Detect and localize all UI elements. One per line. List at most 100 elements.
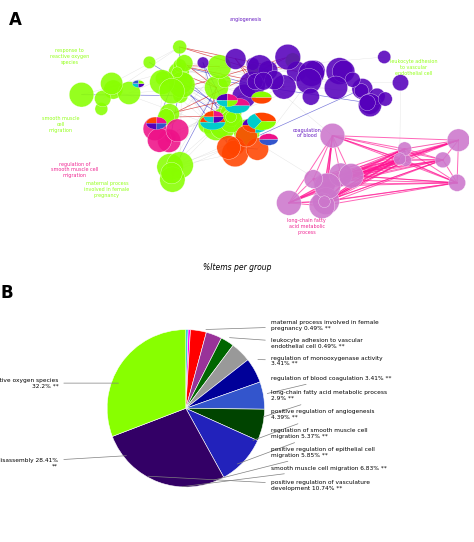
Wedge shape: [225, 106, 250, 113]
Point: [177, 91, 184, 100]
Wedge shape: [200, 122, 225, 130]
Point: [219, 122, 227, 131]
Point: [175, 68, 182, 77]
Point: [158, 78, 166, 86]
Point: [366, 101, 374, 109]
Point: [347, 171, 355, 180]
Text: smooth muscle cell migration 6.83% **: smooth muscle cell migration 6.83% **: [182, 466, 387, 487]
Point: [166, 109, 173, 118]
Point: [381, 53, 388, 61]
Point: [249, 65, 256, 74]
Point: [212, 123, 220, 132]
Text: regulation of smooth muscle cell
migration 5.37% **: regulation of smooth muscle cell migrati…: [237, 428, 367, 464]
Wedge shape: [259, 139, 278, 145]
Point: [243, 132, 250, 140]
Wedge shape: [138, 80, 144, 84]
Wedge shape: [186, 332, 221, 408]
Point: [320, 197, 328, 206]
Point: [264, 66, 272, 75]
Point: [176, 61, 183, 70]
Wedge shape: [132, 80, 138, 84]
Point: [109, 85, 117, 94]
Point: [248, 80, 256, 89]
Text: maternal process involved in female
pregnancy 0.49% **: maternal process involved in female preg…: [206, 320, 379, 331]
Text: A: A: [9, 11, 22, 29]
Point: [228, 113, 235, 122]
Point: [332, 83, 340, 92]
Text: response to reactive oxygen species
32.2% **: response to reactive oxygen species 32.2…: [0, 378, 118, 389]
Point: [402, 156, 410, 165]
Point: [401, 145, 409, 153]
Point: [322, 197, 330, 205]
Wedge shape: [146, 117, 156, 123]
Wedge shape: [255, 117, 268, 125]
Text: %Items per group: %Items per group: [203, 263, 271, 272]
Point: [439, 156, 447, 164]
Wedge shape: [186, 330, 191, 408]
Point: [232, 142, 239, 151]
Point: [249, 60, 256, 68]
Wedge shape: [156, 123, 166, 130]
Wedge shape: [255, 113, 276, 121]
Point: [307, 92, 315, 101]
Text: regulation of blood coagulation 3.41% **: regulation of blood coagulation 3.41% **: [267, 376, 392, 393]
Wedge shape: [186, 330, 206, 408]
Point: [168, 87, 175, 95]
Wedge shape: [186, 408, 258, 478]
Point: [284, 53, 292, 61]
Wedge shape: [225, 98, 250, 106]
Point: [382, 95, 389, 104]
Point: [240, 92, 248, 100]
Wedge shape: [255, 125, 268, 133]
Point: [213, 83, 220, 92]
Point: [221, 77, 228, 86]
Point: [155, 136, 163, 145]
Point: [254, 145, 261, 153]
Point: [168, 169, 175, 177]
Point: [227, 108, 235, 117]
Text: leukocyte adhesion
to vascular
endothelial cell: leukocyte adhesion to vascular endotheli…: [390, 60, 438, 76]
Point: [285, 198, 293, 207]
Wedge shape: [186, 408, 264, 441]
Wedge shape: [255, 121, 276, 130]
Text: smooth muscle
cell
migration: smooth muscle cell migration: [42, 116, 79, 133]
Wedge shape: [186, 382, 264, 409]
Wedge shape: [252, 92, 272, 98]
Text: regulation of
smooth muscle cell
migration: regulation of smooth muscle cell migrati…: [51, 162, 98, 178]
Point: [216, 62, 223, 71]
Point: [310, 175, 317, 183]
Point: [224, 105, 231, 114]
Wedge shape: [204, 117, 214, 123]
Text: leukocyte adhesion to vascular
endothelial cell 0.49% **: leukocyte adhesion to vascular endotheli…: [229, 338, 363, 349]
Point: [251, 78, 259, 86]
Point: [223, 112, 231, 120]
Wedge shape: [259, 134, 278, 139]
Wedge shape: [107, 330, 186, 436]
Text: long-chain fatty
acid metabolic
process: long-chain fatty acid metabolic process: [287, 218, 326, 235]
Point: [373, 92, 381, 101]
Point: [243, 128, 251, 137]
Point: [166, 163, 174, 171]
Point: [176, 43, 183, 51]
Wedge shape: [252, 98, 272, 104]
Text: angiogenesis: angiogenesis: [230, 17, 263, 22]
Point: [173, 126, 181, 135]
Point: [181, 59, 188, 68]
Wedge shape: [227, 94, 238, 100]
Text: regulation of monooxygenase activity
3.41% **: regulation of monooxygenase activity 3.4…: [258, 356, 383, 366]
Wedge shape: [146, 123, 156, 130]
Point: [108, 79, 116, 88]
Point: [204, 120, 212, 128]
Point: [280, 83, 288, 92]
Point: [340, 67, 347, 76]
Text: long-chain fatty acid metabolic process
2.9% **: long-chain fatty acid metabolic process …: [263, 390, 387, 417]
Wedge shape: [186, 330, 188, 408]
Text: extracellular matrix disassembly 28.41%
**: extracellular matrix disassembly 28.41% …: [0, 456, 127, 469]
Point: [358, 86, 365, 95]
Point: [162, 113, 170, 121]
Point: [146, 58, 153, 67]
Point: [173, 68, 181, 76]
Point: [305, 77, 312, 86]
Point: [311, 66, 319, 75]
Wedge shape: [227, 100, 238, 107]
